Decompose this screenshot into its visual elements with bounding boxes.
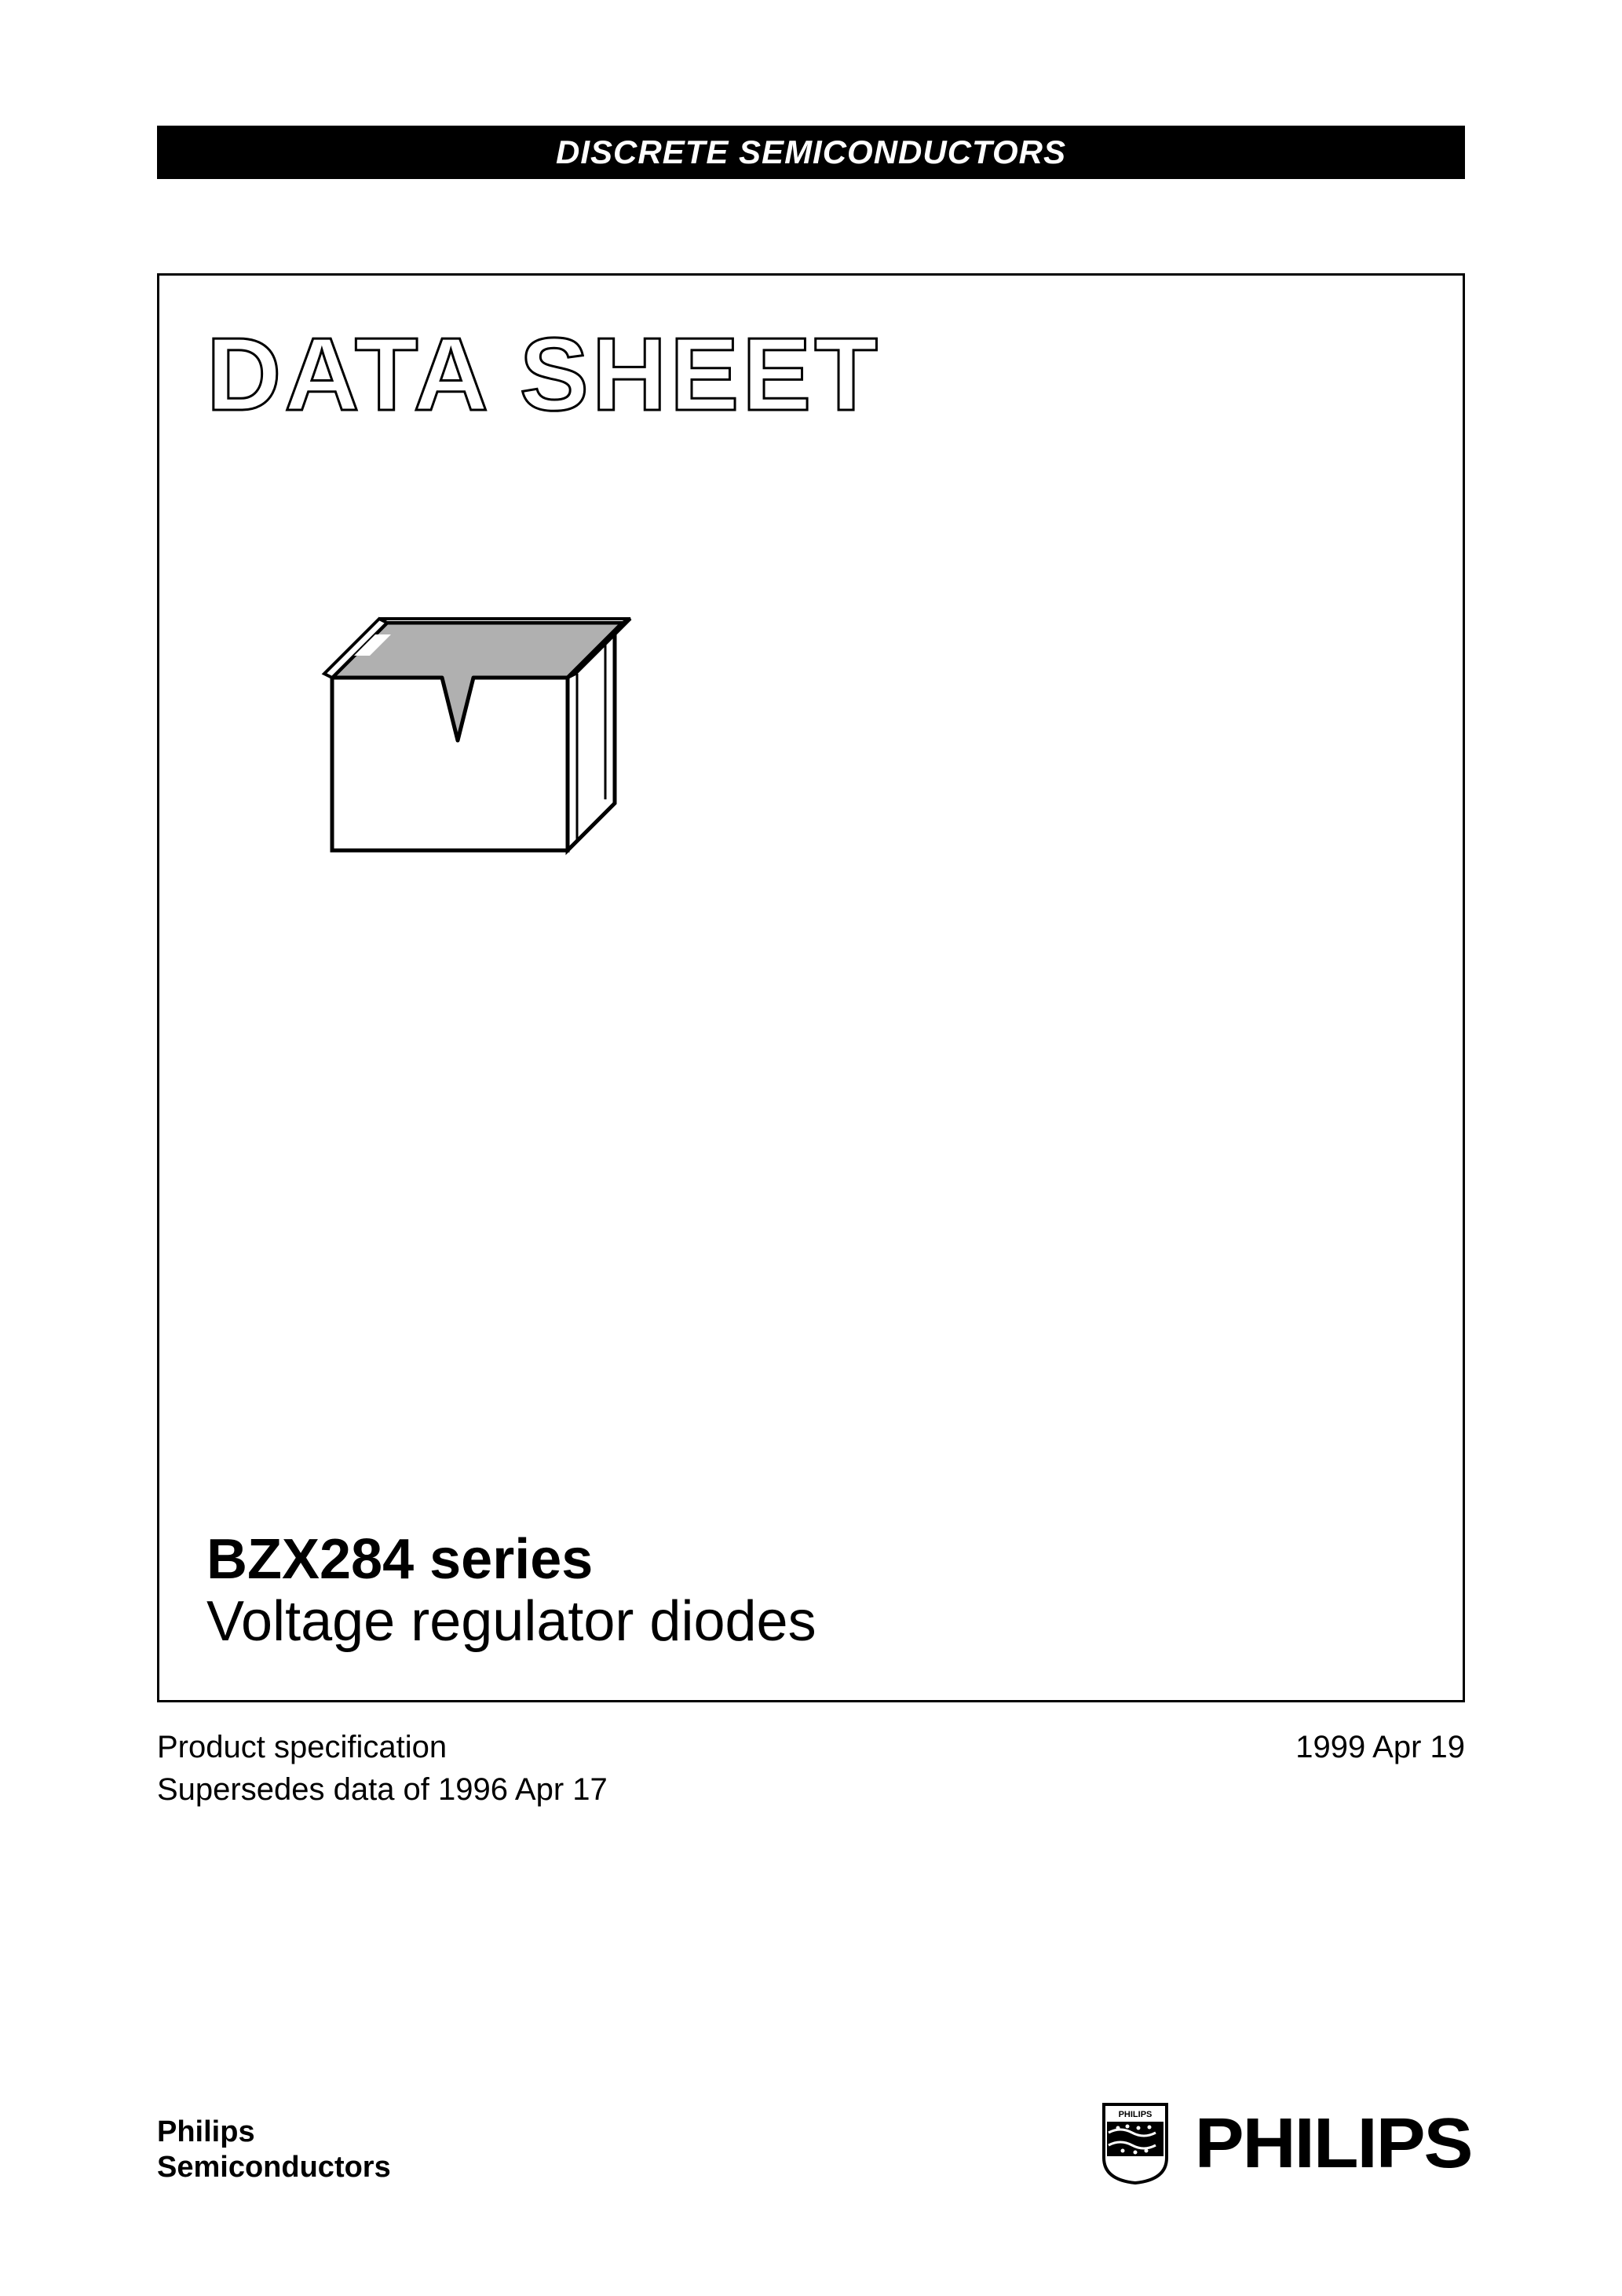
spec-label: Product specification [157,1726,608,1768]
metadata-right: 1999 Apr 19 [1295,1726,1465,1811]
division-line2: Semiconductors [157,2150,391,2186]
product-title-block: BZX284 series Voltage regulator diodes [206,1529,816,1653]
metadata-left: Product specification Supersedes data of… [157,1726,608,1811]
component-illustration [269,521,1416,886]
page-footer: Philips Semiconductors PHILIPS PHILIPS [157,2101,1465,2186]
division-line1: Philips [157,2115,391,2151]
philips-wordmark: PHILIPS [1195,2104,1472,2184]
smd-package-icon [269,521,662,882]
footer-division: Philips Semiconductors [157,2115,391,2186]
footer-brand-block: PHILIPS PHILIPS [1101,2101,1465,2186]
document-date: 1999 Apr 19 [1295,1726,1465,1768]
main-content-box: DATA SHEET BZX284 series Voltage regulat… [157,273,1465,1702]
product-description: Voltage regulator diodes [206,1591,816,1653]
supersedes-text: Supersedes data of 1996 Apr 17 [157,1768,608,1811]
shield-label-text: PHILIPS [1119,2110,1153,2119]
datasheet-title: DATA SHEET [206,323,1416,426]
header-banner-text: DISCRETE SEMICONDUCTORS [556,133,1066,170]
header-banner: DISCRETE SEMICONDUCTORS [157,126,1465,179]
product-series: BZX284 series [206,1529,816,1591]
metadata-row: Product specification Supersedes data of… [157,1726,1465,1811]
philips-shield-icon: PHILIPS [1101,2101,1170,2186]
